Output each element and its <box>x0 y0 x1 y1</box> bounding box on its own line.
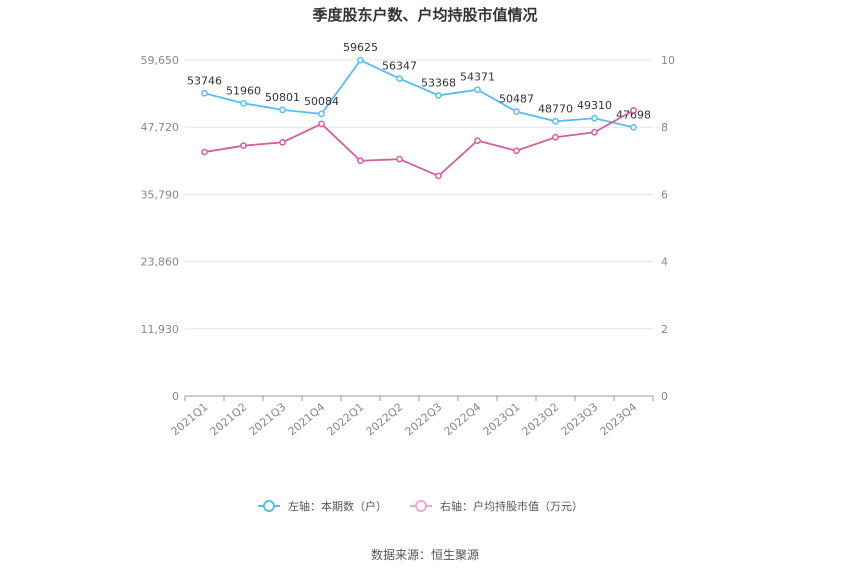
data-label: 51960 <box>226 84 261 97</box>
legend-marker-avg-market-value <box>415 500 427 512</box>
legend-marker-shareholders <box>263 500 275 512</box>
data-point <box>318 110 325 118</box>
right-axis-tick-label: 0 <box>661 390 668 403</box>
data-label: 50801 <box>265 91 300 104</box>
data-point <box>279 138 286 146</box>
data-point <box>552 117 559 125</box>
data-point <box>513 108 520 115</box>
data-point <box>591 128 598 136</box>
data-point <box>396 75 403 82</box>
x-axis-tick-label: 2022Q4 <box>442 400 484 438</box>
x-axis-tick-label: 2023Q3 <box>559 400 601 438</box>
data-point <box>435 172 442 180</box>
x-axis-tick-label: 2021Q1 <box>169 400 211 438</box>
data-label: 54371 <box>460 71 495 84</box>
data-point <box>513 147 520 155</box>
left-axis-tick-label: 11,930 <box>141 323 180 336</box>
data-point <box>201 89 208 97</box>
data-label: 56347 <box>382 60 417 73</box>
left-axis-tick-label: 59,650 <box>141 54 180 67</box>
data-label: 50084 <box>304 95 339 108</box>
data-point <box>357 56 364 64</box>
data-label: 48770 <box>538 102 573 115</box>
x-axis-tick-label: 2021Q2 <box>208 400 250 438</box>
data-label: 59625 <box>343 41 378 54</box>
right-axis-tick-label: 4 <box>661 256 668 269</box>
data-point <box>435 92 442 99</box>
x-axis-tick-label: 2021Q3 <box>247 400 289 438</box>
x-axis-tick-label: 2023Q2 <box>520 400 562 438</box>
x-axis-tick-label: 2022Q2 <box>364 400 406 438</box>
data-point <box>552 133 559 141</box>
data-point <box>474 86 481 94</box>
data-point <box>396 155 403 163</box>
x-axis-tick-label: 2022Q3 <box>403 400 445 438</box>
legend-label-avg-market-value: 右轴：户均持股市值（万元） <box>440 499 583 513</box>
data-label: 47698 <box>616 108 651 121</box>
data-point <box>201 148 208 156</box>
series-line-shareholders <box>204 59 634 129</box>
x-axis-tick-label: 2023Q1 <box>481 400 523 438</box>
data-point <box>318 120 325 128</box>
right-axis-tick-label: 6 <box>661 188 668 201</box>
left-axis-tick-label: 23,860 <box>141 256 180 269</box>
data-point <box>474 137 481 144</box>
chart-title: 季度股东户数、户均持股市值情况 <box>312 6 538 24</box>
data-point <box>279 106 286 114</box>
series-line-avg-market-value <box>204 109 634 177</box>
data-point <box>630 107 637 114</box>
data-label: 49310 <box>577 99 612 112</box>
data-point <box>591 114 598 122</box>
right-axis-tick-label: 2 <box>661 323 668 336</box>
x-axis-tick-label: 2023Q4 <box>598 400 640 438</box>
data-label: 53368 <box>421 76 456 89</box>
x-axis-tick-label: 2022Q1 <box>325 400 367 438</box>
left-axis-tick-label: 47,720 <box>141 121 180 134</box>
x-axis-tick-label: 2021Q4 <box>286 400 328 438</box>
legend-label-shareholders: 左轴：本期数（户） <box>288 499 387 513</box>
data-point <box>357 157 364 165</box>
left-axis-tick-label: 0 <box>172 390 179 403</box>
data-point <box>240 142 247 150</box>
right-axis-tick-label: 8 <box>661 121 668 134</box>
left-axis-tick-label: 35,790 <box>141 188 180 201</box>
data-source: 数据来源：恒生聚源 <box>370 548 479 562</box>
right-axis-tick-label: 10 <box>661 54 675 67</box>
data-point <box>240 99 247 107</box>
data-label: 50487 <box>499 93 534 106</box>
data-label: 53746 <box>187 74 222 87</box>
data-point <box>630 123 637 131</box>
